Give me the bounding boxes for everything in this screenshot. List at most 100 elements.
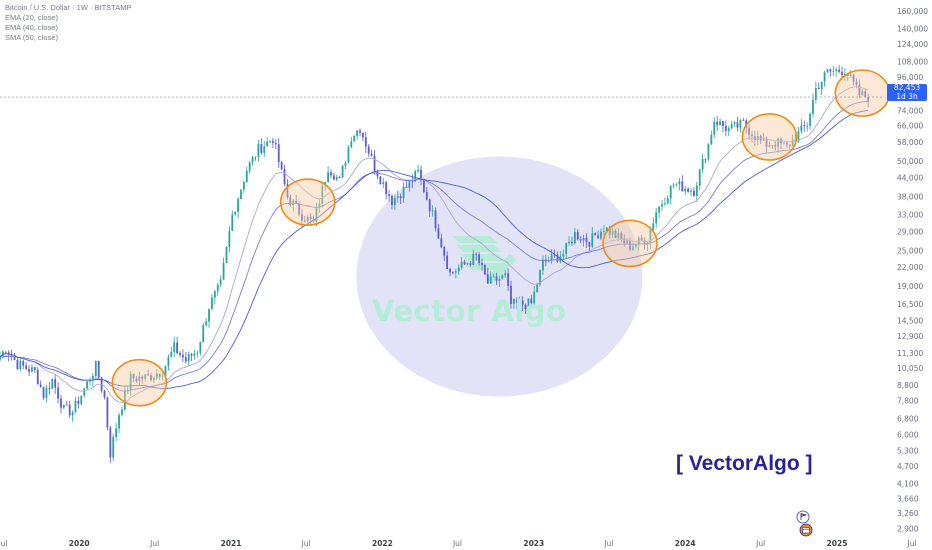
price-tick-label: 108,000 bbox=[897, 58, 928, 67]
candle-body bbox=[594, 233, 597, 236]
candle-body bbox=[722, 121, 724, 126]
symbol-title[interactable]: Bitcoin / U.S. Dollar · 1W · BITSTAMP bbox=[5, 3, 132, 12]
candle-body bbox=[173, 342, 176, 352]
candle-body bbox=[309, 216, 312, 219]
candle-body bbox=[736, 122, 739, 128]
candle-body bbox=[184, 357, 187, 362]
candle-body bbox=[841, 71, 843, 75]
price-tick-label: 33,000 bbox=[897, 211, 923, 220]
time-axis[interactable]: Jul 2020 Jul 2021 Jul 2022 Jul 2023 Jul 2024 Jul 20… bbox=[0, 539, 917, 548]
candle-body bbox=[428, 199, 431, 212]
candle-body bbox=[211, 297, 213, 309]
flag-icon[interactable] bbox=[796, 510, 810, 524]
candle-body bbox=[658, 206, 660, 213]
ema20-label[interactable]: EMA (20, close) bbox=[5, 13, 58, 22]
price-tick-label: 4,700 bbox=[897, 462, 919, 471]
candle-body bbox=[806, 125, 809, 127]
candle-body bbox=[614, 230, 617, 238]
candle-body bbox=[510, 285, 512, 305]
candle-body bbox=[272, 140, 274, 143]
candle-body bbox=[481, 262, 483, 265]
watermark-text: Vector Algo bbox=[372, 294, 567, 328]
candle-body bbox=[347, 147, 350, 163]
candle-body bbox=[356, 130, 359, 136]
price-tick-label: 58,000 bbox=[897, 138, 923, 147]
candle-body bbox=[687, 188, 690, 192]
price-tick-label: 11,300 bbox=[897, 349, 923, 358]
candle-body bbox=[158, 373, 161, 377]
candle-body bbox=[579, 239, 582, 241]
candle-body bbox=[681, 181, 684, 192]
candle-body bbox=[62, 404, 65, 408]
candle-body bbox=[338, 177, 341, 178]
calendar-icon[interactable] bbox=[799, 523, 813, 537]
candle-body bbox=[359, 130, 361, 133]
candle-body bbox=[446, 255, 449, 269]
candle-body bbox=[620, 233, 623, 239]
candle-body bbox=[245, 170, 248, 183]
candle-body bbox=[501, 275, 504, 279]
candle-body bbox=[4, 351, 7, 353]
candle-body bbox=[132, 374, 135, 379]
candle-body bbox=[669, 185, 672, 199]
ma-line-40 bbox=[0, 101, 869, 392]
candle-body bbox=[617, 233, 620, 238]
candle-body bbox=[45, 387, 48, 398]
candle-body bbox=[568, 241, 570, 244]
candle-body bbox=[135, 378, 138, 382]
price-tick-label: 96,000 bbox=[897, 73, 923, 82]
price-tick-label: 4,100 bbox=[897, 480, 919, 489]
candle-body bbox=[623, 238, 626, 244]
candle-body bbox=[420, 169, 422, 180]
candle-body bbox=[379, 176, 382, 184]
candle-body bbox=[547, 260, 550, 262]
candle-body bbox=[80, 395, 83, 404]
price-tick-label: 25,000 bbox=[897, 246, 923, 255]
candle-body bbox=[823, 72, 826, 82]
candle-body bbox=[51, 379, 54, 389]
price-tick-label: 16,500 bbox=[897, 300, 923, 309]
candle-body bbox=[585, 237, 588, 242]
candle-body bbox=[655, 212, 658, 224]
candle-body bbox=[425, 192, 428, 200]
time-tick-label: 2023 bbox=[523, 539, 544, 548]
candle-body bbox=[478, 254, 480, 263]
ema40-label[interactable]: EMA (40, close) bbox=[5, 23, 58, 32]
candle-body bbox=[504, 273, 507, 276]
candle-body bbox=[71, 412, 74, 416]
candle-body bbox=[280, 162, 283, 170]
candle-body bbox=[254, 156, 257, 158]
candle-body bbox=[121, 409, 123, 416]
candle-body bbox=[809, 114, 811, 126]
candle-body bbox=[341, 165, 344, 178]
candle-body bbox=[661, 204, 663, 207]
candle-body bbox=[550, 254, 553, 261]
candle-body bbox=[704, 158, 707, 160]
candle-body bbox=[803, 125, 806, 126]
price-tick-label: 8,800 bbox=[897, 381, 919, 390]
candle-body bbox=[39, 384, 42, 388]
candle-body bbox=[199, 342, 202, 353]
price-tick-label: 6,000 bbox=[897, 431, 919, 440]
candle-body bbox=[332, 175, 335, 180]
candle-body bbox=[748, 127, 750, 135]
sma50-label[interactable]: SMA (50, close) bbox=[5, 33, 58, 42]
candle-body bbox=[640, 237, 643, 241]
candle-body bbox=[562, 253, 565, 257]
candle-body bbox=[530, 298, 533, 304]
candle-body bbox=[524, 304, 527, 310]
candle-body bbox=[663, 203, 666, 205]
candle-body bbox=[573, 232, 576, 244]
candle-body bbox=[164, 365, 167, 376]
candle-body bbox=[330, 172, 332, 176]
price-axis[interactable]: 160,000 140,000 124,000 108,000 96,000 74,000… bbox=[897, 7, 928, 533]
candle-body bbox=[719, 121, 721, 126]
candle-body bbox=[19, 361, 22, 370]
candle-body bbox=[768, 145, 771, 147]
candle-body bbox=[751, 134, 753, 137]
price-tick-label: 66,000 bbox=[897, 121, 923, 130]
price-tick-label: 50,000 bbox=[897, 157, 923, 166]
candle-body bbox=[123, 391, 126, 410]
candle-body bbox=[800, 125, 803, 132]
